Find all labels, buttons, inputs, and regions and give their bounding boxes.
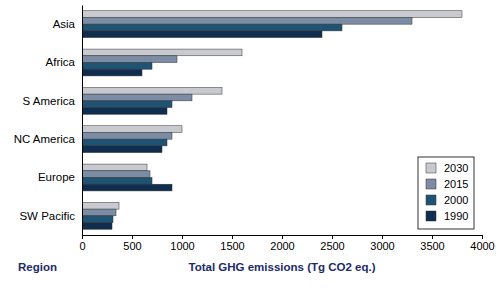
chart: 0 500 1000 1500 2000 2500 3000 3500 4000 Asia Afri…	[0, 0, 500, 291]
tick-mark	[332, 235, 333, 239]
legend-box	[418, 157, 474, 229]
legend-label: 2030	[444, 162, 468, 174]
bar	[82, 184, 172, 191]
series	[82, 24, 342, 222]
bar	[82, 69, 142, 76]
bar	[82, 171, 150, 178]
bar	[82, 17, 412, 24]
tick: 4000	[470, 235, 494, 252]
tick-label: 1000	[170, 240, 194, 252]
tick: 2000	[270, 235, 294, 252]
bars	[82, 11, 462, 230]
tick-mark	[132, 235, 133, 239]
y-axis: Asia Africa S America NC America Europe SW Pa…	[14, 6, 83, 236]
legend-item: 2000	[426, 194, 468, 206]
bar	[82, 24, 342, 31]
tick: Asia	[53, 18, 82, 30]
legend-label: 2015	[444, 178, 468, 190]
series	[82, 17, 412, 215]
tick-label: 2500	[320, 240, 344, 252]
tick-mark	[282, 235, 283, 239]
tick: Africa	[46, 56, 82, 68]
bar	[82, 56, 177, 63]
legend-item: 2030	[426, 162, 468, 174]
tick: 1500	[220, 235, 244, 252]
tick: 0	[79, 235, 85, 252]
tick: Europe	[38, 171, 82, 183]
tick-mark	[482, 235, 483, 239]
tick: S America	[23, 95, 82, 107]
tick: 2500	[320, 235, 344, 252]
series	[82, 11, 462, 209]
tick-label: 2000	[270, 240, 294, 252]
bar	[82, 216, 113, 223]
series	[82, 31, 322, 229]
tick-label: 0	[79, 240, 85, 252]
bar	[82, 146, 162, 153]
bar	[82, 139, 167, 146]
tick-label: 500	[123, 240, 141, 252]
bar	[82, 223, 112, 230]
legend-swatch	[426, 179, 436, 189]
tick-label: Europe	[38, 171, 75, 183]
axis-line	[82, 6, 83, 236]
tick: 500	[123, 235, 141, 252]
x-axis: 0 500 1000 1500 2000 2500 3000 3500 4000	[79, 235, 494, 252]
bar	[82, 132, 172, 139]
bar	[82, 94, 192, 101]
tick-label: 3000	[370, 240, 394, 252]
tick-label: S America	[23, 95, 76, 107]
bar	[82, 49, 242, 56]
bar	[82, 209, 116, 216]
y-axis-title: Region	[18, 261, 57, 273]
legend-swatch	[426, 211, 436, 221]
tick-label: 3500	[420, 240, 444, 252]
tick-mark	[382, 235, 383, 239]
plot: 0 500 1000 1500 2000 2500 3000 3500 4000 Asia Afri…	[14, 6, 495, 252]
axis-line	[83, 236, 483, 240]
bar	[82, 108, 167, 115]
tick-mark	[182, 235, 183, 239]
bar	[82, 101, 172, 108]
tick-mark	[432, 235, 433, 239]
legend-item: 1990	[426, 210, 468, 222]
legend-swatch	[426, 163, 436, 173]
bar	[82, 178, 152, 185]
bar	[82, 63, 152, 70]
legend-label: 1990	[444, 210, 468, 222]
tick-label: Asia	[53, 18, 76, 30]
tick: 1000	[170, 235, 194, 252]
tick: 3500	[420, 235, 444, 252]
bar	[82, 202, 119, 209]
tick: NC America	[14, 133, 82, 145]
bar	[82, 126, 182, 133]
legend-item: 2015	[426, 178, 468, 190]
tick-label: 1500	[220, 240, 244, 252]
x-axis-title: Total GHG emissions (Tg CO2 eq.)	[188, 261, 375, 273]
legend-swatch	[426, 195, 436, 205]
tick-label: SW Pacific	[19, 210, 75, 222]
tick-label: NC America	[14, 133, 76, 145]
bar	[82, 11, 462, 18]
legend: 2030 2015 2000 1990	[418, 157, 474, 229]
bar	[82, 164, 147, 171]
bar	[82, 31, 322, 38]
legend-label: 2000	[444, 194, 468, 206]
tick-label: 4000	[470, 240, 494, 252]
tick-mark	[232, 235, 233, 239]
tick: SW Pacific	[19, 210, 82, 222]
tick-mark	[82, 235, 83, 239]
bar	[82, 87, 222, 94]
tick-label: Africa	[46, 56, 76, 68]
tick: 3000	[370, 235, 394, 252]
